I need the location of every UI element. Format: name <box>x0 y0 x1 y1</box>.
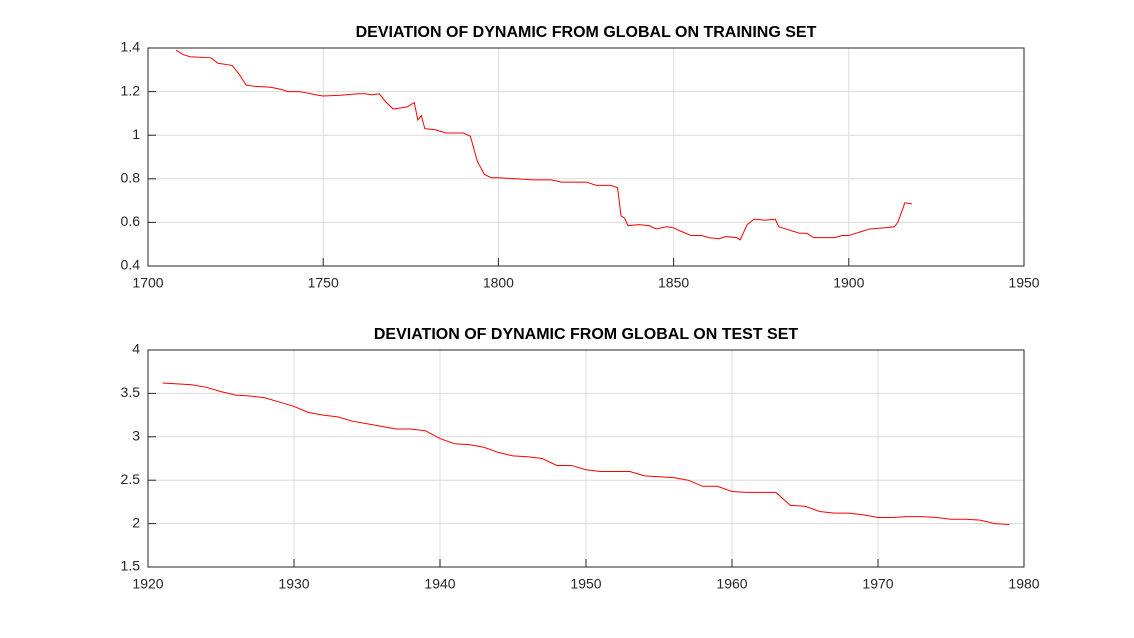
x-tick-label: 1930 <box>278 576 309 592</box>
x-tick-label: 1950 <box>1008 275 1039 291</box>
y-tick-label: 4 <box>132 341 140 357</box>
y-tick-label: 1.4 <box>121 39 141 55</box>
y-tick-label: 3 <box>132 428 140 444</box>
x-tick-label: 1750 <box>308 275 339 291</box>
plot-frame <box>147 349 1025 568</box>
y-tick-label: 0.6 <box>121 213 141 229</box>
y-tick-label: 2 <box>132 514 140 530</box>
y-tick-label: 1.5 <box>121 558 141 574</box>
x-tick-label: 1850 <box>658 275 689 291</box>
plot-background <box>148 48 1024 266</box>
x-tick-label: 1900 <box>833 275 864 291</box>
x-tick-label: 1950 <box>570 576 601 592</box>
x-tick-label: 1920 <box>132 576 163 592</box>
x-tick-label: 1700 <box>132 275 163 291</box>
y-tick-label: 1 <box>132 126 140 142</box>
data-line <box>175 49 912 241</box>
x-tick-label: 1970 <box>862 576 893 592</box>
chart-title: DEVIATION OF DYNAMIC FROM GLOBAL ON TEST… <box>374 326 799 343</box>
y-tick-label: 0.8 <box>121 170 141 186</box>
x-tick-label: 1960 <box>716 576 747 592</box>
x-tick-label: 1980 <box>1008 576 1039 592</box>
data-line <box>162 382 1010 525</box>
x-tick-label: 1800 <box>483 275 514 291</box>
x-tick-label: 1940 <box>424 576 455 592</box>
chart-title: DEVIATION OF DYNAMIC FROM GLOBAL ON TRAI… <box>356 24 817 41</box>
y-tick-label: 1.2 <box>121 82 141 98</box>
y-tick-label: 2.5 <box>121 471 141 487</box>
y-tick-label: 3.5 <box>121 384 141 400</box>
y-tick-label: 0.4 <box>121 257 141 273</box>
plot-frame <box>147 47 1025 267</box>
